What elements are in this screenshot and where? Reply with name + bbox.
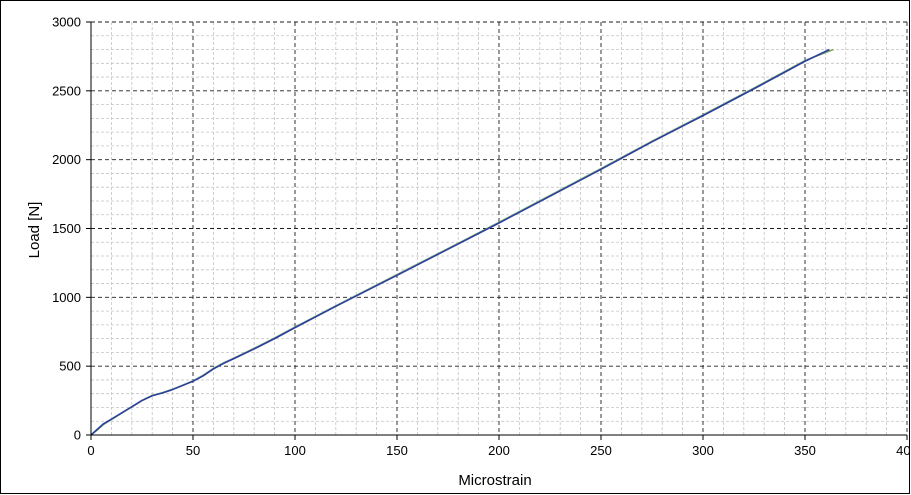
x-tick-label: 100 — [284, 443, 306, 458]
x-axis-label: Microstrain — [458, 472, 531, 489]
x-tick-label: 150 — [386, 443, 408, 458]
axes — [86, 21, 908, 440]
y-tick-label: 2000 — [52, 152, 81, 167]
x-tick-label: 300 — [692, 443, 714, 458]
y-tick-label: 1500 — [52, 221, 81, 236]
y-tick-label: 2500 — [52, 83, 81, 98]
x-tick-label: 400 — [896, 443, 909, 458]
x-tick-label: 350 — [794, 443, 816, 458]
x-tick-label: 0 — [87, 443, 94, 458]
y-tick-label: 500 — [59, 359, 81, 374]
x-tick-labels: 0 50 100 150 200 250 300 350 400 — [87, 443, 909, 458]
x-tick-label: 50 — [186, 443, 200, 458]
y-tick-labels: 0 500 1000 1500 2000 2500 3000 — [52, 15, 81, 443]
series-layer — [90, 48, 834, 436]
y-tick-label: 0 — [74, 428, 81, 443]
x-tick-label: 200 — [488, 443, 510, 458]
y-axis-label: Load [N] — [26, 202, 43, 259]
series-line-1 — [90, 48, 830, 436]
x-tick-label: 250 — [590, 443, 612, 458]
y-tick-label: 1000 — [52, 290, 81, 305]
y-tick-label: 3000 — [52, 15, 81, 30]
major-grid — [91, 21, 908, 435]
